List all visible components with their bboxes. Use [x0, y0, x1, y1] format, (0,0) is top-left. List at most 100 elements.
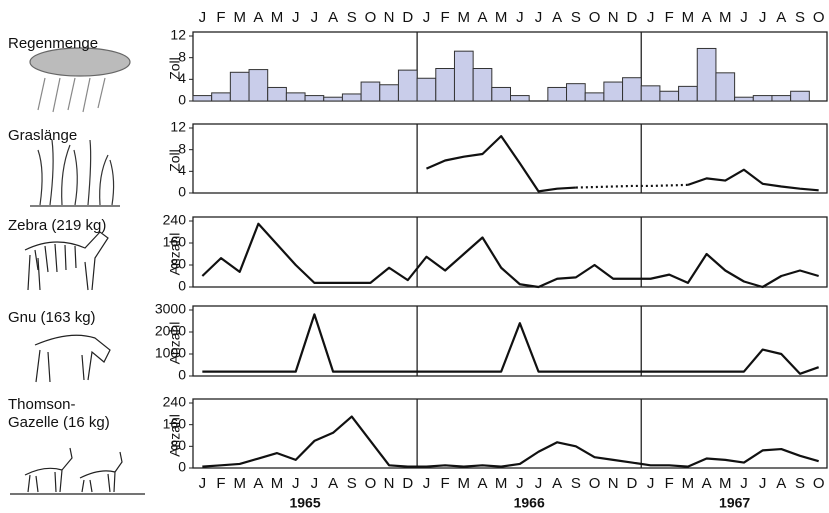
x-tick-label: M	[458, 9, 471, 26]
x-tick-label: D	[402, 475, 413, 492]
y-tick-label: 12	[170, 27, 186, 43]
y-axis-label: Anzahl	[167, 233, 183, 276]
panel-title: Graslänge	[8, 127, 77, 144]
y-tick-label: 4	[178, 162, 186, 178]
bar	[771, 95, 792, 102]
x-tick-label: A	[477, 475, 487, 492]
y-tick-label: 1000	[155, 345, 186, 361]
y-tick-label: 12	[170, 119, 186, 135]
y-tick-label: 0	[178, 184, 186, 200]
zebra-icon	[24, 231, 109, 291]
x-tick-label: A	[702, 9, 712, 26]
x-tick-label: N	[608, 475, 619, 492]
panel-frame	[192, 216, 828, 288]
bar	[696, 47, 717, 102]
y-tick-label: 80	[170, 437, 186, 453]
x-tick-label: J	[647, 475, 655, 492]
y-tick-label: 0	[178, 367, 186, 383]
x-tick-label: F	[665, 475, 674, 492]
bar	[304, 95, 325, 102]
y-tick-label: 3000	[155, 301, 186, 317]
y-axis-label: Anzahl	[167, 322, 183, 365]
bar	[229, 71, 250, 102]
y-tick-label: 160	[163, 415, 187, 431]
bar	[285, 92, 306, 102]
y-tick-label: 0	[178, 278, 186, 294]
panel-frame	[192, 123, 828, 194]
panel-frame	[192, 305, 828, 377]
bar	[491, 86, 511, 102]
x-tick-label: F	[441, 475, 450, 492]
gnu-icon	[34, 334, 111, 383]
bar	[790, 90, 810, 102]
bar	[323, 96, 343, 102]
bar	[248, 69, 269, 102]
bar	[659, 90, 680, 102]
x-tick-label: F	[441, 9, 450, 26]
x-tick-label: O	[813, 9, 825, 26]
y-tick-label: 80	[170, 256, 186, 272]
line	[426, 135, 576, 193]
line	[201, 222, 819, 289]
y-tick-label: 8	[178, 140, 186, 156]
x-tick-label: J	[199, 9, 207, 26]
bar	[566, 83, 586, 102]
x-tick-label: A	[776, 475, 786, 492]
x-tick-label: S	[347, 9, 357, 26]
x-tick-label: D	[402, 9, 413, 26]
x-tick-label: A	[328, 475, 338, 492]
bar	[341, 93, 362, 102]
y-tick-label: 160	[163, 234, 187, 250]
x-tick-label: N	[384, 9, 395, 26]
x-tick-label: O	[589, 475, 601, 492]
panel-title: Regenmenge	[8, 35, 98, 52]
x-tick-label: J	[740, 9, 748, 26]
x-tick-label: M	[495, 475, 508, 492]
x-tick-label: J	[759, 475, 767, 492]
x-tick-label: O	[365, 475, 377, 492]
bar	[752, 95, 773, 102]
x-tick-label: D	[626, 475, 637, 492]
x-tick-label: J	[647, 9, 655, 26]
line	[202, 313, 820, 375]
bar	[453, 50, 474, 102]
x-tick-label: A	[253, 9, 263, 26]
x-tick-label: M	[458, 475, 471, 492]
y-tick-label: 240	[163, 394, 187, 410]
x-tick-label: F	[216, 475, 225, 492]
x-tick-label: A	[253, 475, 263, 492]
year-label: 1967	[719, 495, 750, 511]
x-tick-label: A	[552, 475, 562, 492]
bar	[211, 92, 231, 102]
bar	[622, 77, 642, 102]
y-axis-label: Zoll	[167, 149, 183, 172]
x-tick-label: F	[665, 9, 674, 26]
x-tick-label: J	[423, 475, 431, 492]
x-tick-label: J	[292, 475, 300, 492]
x-tick-label: F	[216, 9, 225, 26]
x-tick-label: A	[552, 9, 562, 26]
x-tick-label: A	[477, 9, 487, 26]
x-tick-label: M	[682, 9, 695, 26]
x-tick-label: A	[702, 475, 712, 492]
year-label: 1965	[289, 495, 320, 511]
bar	[267, 86, 287, 102]
y-tick-label: 240	[163, 212, 187, 228]
y-axis-label: Anzahl	[167, 414, 183, 457]
cloud-icon	[29, 47, 131, 77]
x-tick-label: S	[795, 475, 805, 492]
bar	[472, 68, 493, 102]
x-tick-label: S	[347, 475, 357, 492]
y-tick-label: 2000	[155, 323, 186, 339]
rain-icon	[37, 77, 106, 113]
y-axis-label: Zoll	[167, 57, 183, 80]
x-tick-label: J	[311, 9, 319, 26]
line	[202, 415, 819, 468]
x-tick-label: M	[233, 9, 246, 26]
line	[687, 168, 819, 192]
grass-icon	[30, 139, 120, 207]
y-tick-label: 8	[178, 48, 186, 64]
x-tick-label: S	[571, 475, 581, 492]
x-tick-label: J	[740, 475, 748, 492]
